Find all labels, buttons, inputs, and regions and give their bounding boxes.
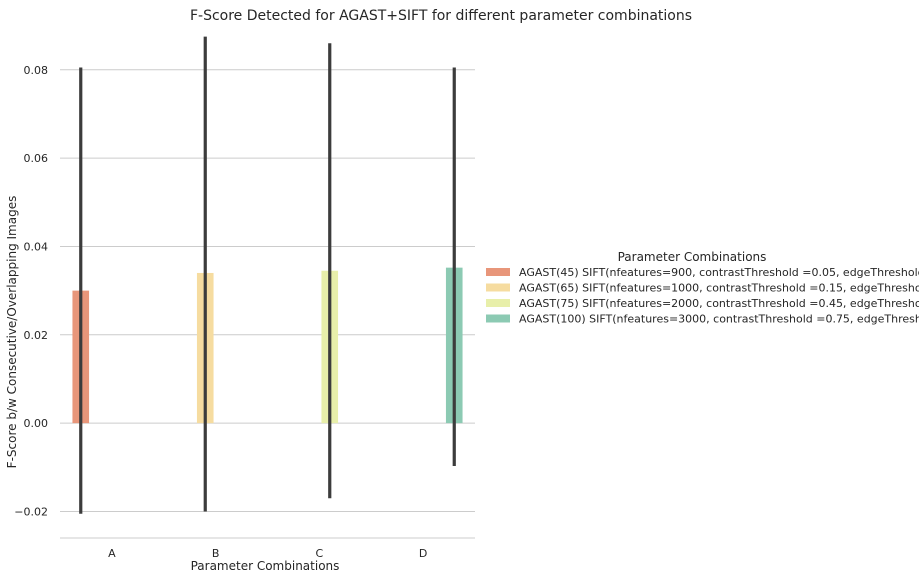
legend-title: Parameter Combinations (618, 250, 767, 264)
legend-label: AGAST(45) SIFT(nfeatures=900, contrastTh… (519, 266, 919, 279)
x-tick-label: B (212, 547, 220, 560)
chart-title: F-Score Detected for AGAST+SIFT for diff… (190, 8, 692, 24)
x-tick-label: C (316, 547, 324, 560)
x-tick-label: D (419, 547, 427, 560)
legend-swatch (486, 283, 510, 292)
x-tick-labels: A B C D (108, 547, 427, 560)
legend-items: AGAST(45) SIFT(nfeatures=900, contrastTh… (486, 266, 919, 326)
legend-swatch (486, 314, 510, 323)
y-tick-label: 0.04 (24, 240, 49, 253)
legend-swatch (486, 299, 510, 307)
legend-swatch (486, 268, 510, 276)
legend-label: AGAST(100) SIFT(nfeatures=3000, contrast… (519, 313, 919, 326)
grid-layer (60, 69, 475, 512)
y-tick-label: 0.06 (24, 152, 49, 165)
y-tick-label: 0.08 (24, 64, 49, 77)
y-tick-label: −0.02 (14, 505, 48, 518)
y-tick-label: 0.00 (24, 417, 49, 430)
x-axis-label: Parameter Combinations (191, 559, 340, 573)
bars (72, 267, 463, 424)
y-axis-label: F-Score b/w Consecutive/Overlapping Imag… (5, 196, 19, 469)
legend-label: AGAST(75) SIFT(nfeatures=2000, contrastT… (519, 297, 919, 310)
error-bars (79, 36, 456, 514)
legend-label: AGAST(65) SIFT(nfeatures=1000, contrastT… (519, 282, 919, 295)
x-tick-label: A (108, 547, 116, 560)
y-tick-labels: −0.02 0.00 0.02 0.04 0.06 0.08 (14, 64, 48, 519)
legend: Parameter Combinations AGAST(45) SIFT(nf… (486, 250, 919, 326)
y-tick-label: 0.02 (24, 329, 49, 342)
